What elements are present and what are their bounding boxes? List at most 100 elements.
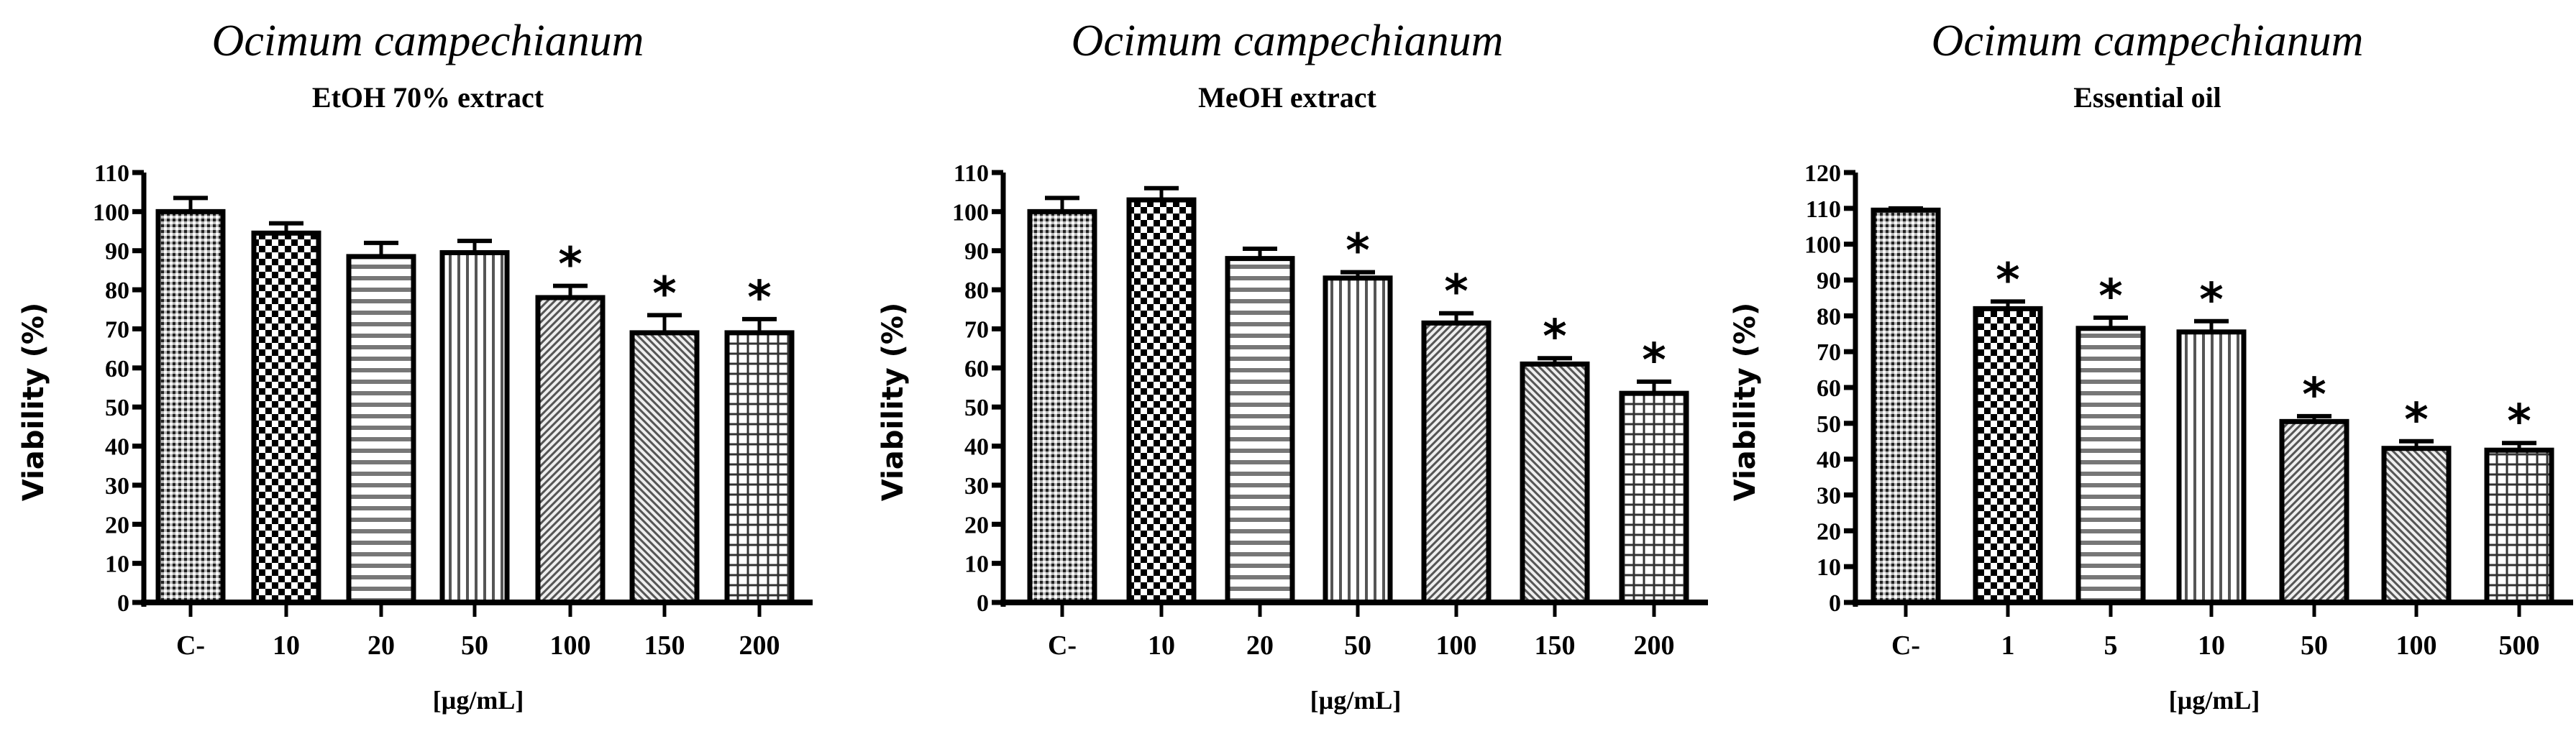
y-tick-label: 70 [105,316,129,343]
x-tick-label: 20 [367,630,395,661]
y-tick-label: 100 [952,199,989,226]
x-tick-label: C- [176,630,205,661]
x-tick-label: 10 [273,630,300,661]
y-tick-label: 20 [964,512,989,538]
x-tick-label: 500 [2499,630,2540,661]
x-axis-label: [µg/mL] [433,686,524,715]
x-tick-label: 50 [461,630,488,661]
bar [1871,207,1941,605]
bar [1126,197,1197,605]
y-tick-label: 40 [105,434,129,461]
x-tick-label: 10 [1148,630,1175,661]
bar [629,330,700,605]
x-tick-label: 150 [1535,630,1576,661]
y-tick-label: 90 [964,239,989,265]
x-tick-label: 20 [1246,630,1274,661]
bar [2075,326,2146,605]
y-tick-label: 0 [117,590,129,617]
y-tick-label: 90 [105,239,129,265]
chart-subtitle: EtOH 70% extract [311,81,544,114]
x-tick-label: 150 [644,630,685,661]
y-tick-label: 40 [1817,447,1841,474]
y-tick-label: 60 [105,356,129,382]
y-tick-label: 0 [1829,590,1841,617]
x-tick-label: 10 [2198,630,2225,661]
y-tick-label: 60 [964,356,989,382]
y-tick-label: 50 [964,395,989,421]
x-tick-label: C- [1891,630,1920,661]
significance-star: * [747,272,771,325]
bar [439,249,510,605]
y-tick-label: 110 [94,160,129,187]
x-axis-label: [µg/mL] [1310,686,1402,715]
bar [2279,418,2349,605]
x-tick-label: 50 [1344,630,1371,661]
significance-star: * [1996,254,2019,307]
x-axis-label: [µg/mL] [2169,686,2260,715]
bar [1973,306,2043,605]
bar [2484,447,2554,605]
significance-star: * [2507,395,2531,449]
chart-subtitle: Essential oil [2073,81,2221,114]
y-tick-label: 120 [1804,160,1841,187]
y-tick-label: 30 [1817,483,1841,510]
chart-title: Ocimum campechianum [1931,17,2364,65]
y-tick-label: 70 [964,316,989,343]
bar [2381,446,2452,605]
significance-star: * [2199,274,2223,327]
bar [535,295,606,605]
y-tick-label: 100 [1804,232,1841,259]
bar [251,230,321,605]
significance-star: * [1543,311,1566,364]
y-tick-label: 20 [105,512,129,538]
bar-chart-meoh: Viability (%) 0 10 20 30 40 50 60 70 80 90 100 110 C-… [877,160,1708,715]
y-tick-label: 20 [1817,518,1841,545]
y-tick-label: 30 [964,473,989,500]
x-tick-label: 100 [1436,630,1477,661]
chart-subtitle: MeOH extract [1198,81,1376,114]
chart-title: Ocimum campechianum [1071,17,1504,65]
y-tick-label: 70 [1817,339,1841,366]
bar [1225,256,1295,605]
y-axis-label: Viability (%) [877,303,910,501]
significance-star: * [2404,394,2428,447]
y-tick-label: 110 [954,160,989,187]
x-tick-label: 200 [1634,630,1675,661]
y-tick-label: 10 [1817,554,1841,581]
significance-star: * [1444,266,1468,319]
y-tick-label: 40 [964,434,989,461]
chart-panel-essential-oil: Ocimum campechianum Essential oil Viabil… [1719,0,2576,734]
bar [1520,361,1590,605]
y-tick-label: 110 [1806,196,1841,223]
bar [1323,275,1393,605]
significance-star: * [2302,369,2326,422]
chart-title: Ocimum campechianum [211,17,644,65]
y-tick-label: 50 [105,395,129,421]
y-axis-label: Viability (%) [1729,303,1762,501]
x-tick-label: 5 [2104,630,2118,661]
bar-chart-etoh: Viability (%) 0 10 20 30 40 50 60 70 80 90 100 110 C-… [17,160,813,715]
y-tick-label: 80 [105,277,129,304]
x-tick-label: 100 [2396,630,2437,661]
bar [1421,320,1492,605]
significance-star: * [558,239,582,292]
y-tick-label: 60 [1817,375,1841,402]
y-tick-label: 80 [964,277,989,304]
significance-star: * [1642,334,1666,387]
y-tick-label: 0 [977,590,989,617]
x-tick-label: 100 [550,630,591,661]
x-tick-label: C- [1048,630,1077,661]
y-tick-label: 50 [1817,411,1841,438]
x-tick-label: 200 [739,630,780,661]
bar [1619,390,1689,605]
significance-star: * [1346,225,1369,278]
bar [346,254,416,605]
y-axis-label: Viability (%) [17,303,50,501]
bar [1027,208,1097,605]
bar [724,330,795,605]
bar [2176,329,2247,605]
chart-panel-etoh: Ocimum campechianum EtOH 70% extract Via… [0,0,856,734]
chart-panel-meoh: Ocimum campechianum MeOH extract Viabili… [856,0,1719,734]
bar [155,208,226,605]
bar-chart-essential-oil: Viability (%)010203040506070809010011012… [1729,160,2573,715]
